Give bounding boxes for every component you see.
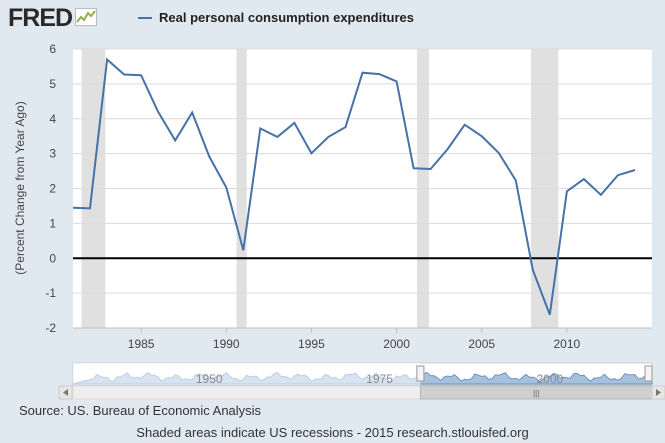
data-point-1987[interactable] [173, 138, 178, 143]
range-scrollbar[interactable]: ||| [58, 385, 665, 400]
data-point-1992[interactable] [258, 126, 263, 131]
x-tick-label: 2005 [468, 337, 495, 351]
x-tick-label: 1985 [128, 337, 155, 351]
range-navigator[interactable]: 1950 1975 2000 [72, 362, 653, 386]
data-point-2005[interactable] [479, 134, 484, 139]
y-tick-label: 5 [49, 77, 56, 91]
data-point-2011[interactable] [581, 177, 586, 182]
data-point-2014[interactable] [632, 168, 637, 173]
data-point-2008[interactable] [530, 267, 535, 272]
data-point-1990[interactable] [224, 185, 229, 190]
data-point-2002[interactable] [428, 166, 433, 171]
navigator-label: 1950 [196, 372, 223, 386]
y-tick-label: -2 [45, 321, 56, 335]
data-point-1993[interactable] [275, 134, 280, 139]
data-point-1998[interactable] [360, 70, 365, 75]
data-point-1994[interactable] [292, 120, 297, 125]
y-tick-label: 2 [49, 182, 56, 196]
data-point-1982[interactable] [88, 206, 93, 211]
data-point-2004[interactable] [462, 122, 467, 127]
data-point-2006[interactable] [496, 150, 501, 155]
data-point-2012[interactable] [598, 192, 603, 197]
data-point-1995[interactable] [309, 151, 314, 156]
data-point-1984[interactable] [122, 72, 127, 77]
data-point-2001[interactable] [411, 166, 416, 171]
data-point-2013[interactable] [615, 173, 620, 178]
fred-logo[interactable]: FRED [8, 4, 98, 32]
logo-text: FRED [8, 4, 73, 32]
navigator-label: 2000 [536, 372, 563, 386]
y-tick-label: -1 [45, 286, 56, 300]
y-axis-label: (Percent Change from Year Ago) [13, 101, 27, 274]
data-point-2000[interactable] [394, 79, 399, 84]
line-chart[interactable]: -2 -1 0 1 2 3 4 5 6 1985 1990 1995 2000 2005 2010 (Pe… [0, 0, 665, 400]
data-point-1985[interactable] [139, 73, 144, 78]
chart-legend[interactable]: Real personal consumption expenditures [138, 10, 414, 25]
x-tick-label: 1990 [213, 337, 240, 351]
arrow-right-icon [656, 389, 661, 396]
line-graph-icon [75, 8, 98, 26]
navigator-label: 1975 [366, 372, 393, 386]
y-tick-label: 6 [49, 42, 56, 56]
data-point-2003[interactable] [445, 147, 450, 152]
data-point-2007[interactable] [513, 178, 518, 183]
arrow-left-icon [63, 389, 68, 396]
data-point-1986[interactable] [156, 109, 161, 114]
source-note: Source: US. Bureau of Economic Analysis [19, 403, 262, 418]
data-point-1989[interactable] [207, 154, 212, 159]
chart-header: FRED Real personal consumption expenditu… [0, 0, 665, 36]
y-tick-label: 0 [49, 251, 56, 265]
scrollbar-grip: ||| [533, 389, 539, 398]
data-point-1991[interactable] [241, 248, 246, 253]
navigator-handle-left[interactable] [416, 365, 425, 382]
data-point-1981[interactable] [71, 205, 76, 210]
y-tick-label: 3 [49, 147, 56, 161]
recession-footnote: Shaded areas indicate US recessions - 20… [136, 425, 529, 440]
data-point-2009[interactable] [547, 312, 552, 317]
data-point-1983[interactable] [105, 57, 110, 62]
data-point-1996[interactable] [326, 134, 331, 139]
data-point-1999[interactable] [377, 72, 382, 77]
x-tick-label: 1995 [298, 337, 325, 351]
x-tick-label: 2000 [383, 337, 410, 351]
legend-label: Real personal consumption expenditures [159, 10, 414, 25]
series-line-real-pce[interactable] [72, 57, 636, 316]
navigator-mask-left [73, 363, 421, 385]
x-tick-label: 2010 [554, 337, 581, 351]
data-point-1988[interactable] [190, 110, 195, 115]
y-tick-label: 1 [49, 216, 56, 230]
navigator-handle-right[interactable] [644, 365, 653, 382]
data-point-2010[interactable] [564, 189, 569, 194]
y-tick-label: 4 [49, 112, 56, 126]
legend-swatch [138, 16, 152, 19]
data-point-1997[interactable] [343, 125, 348, 130]
